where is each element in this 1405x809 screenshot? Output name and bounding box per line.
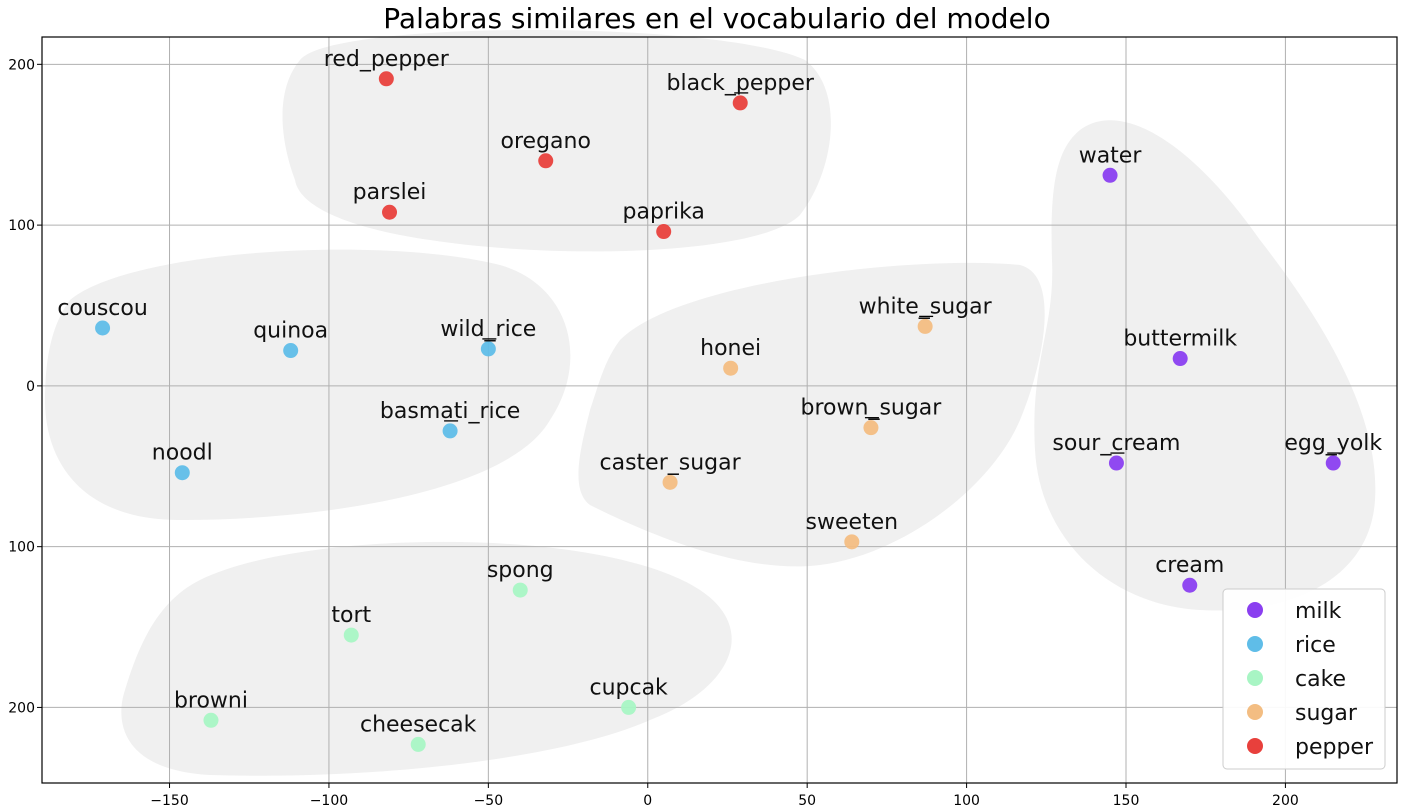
point-label: oregano [501,129,591,154]
point-label: white_sugar [859,294,993,319]
point-label: noodl [152,441,213,466]
point-label: browni [174,688,248,713]
point-cake-tort [343,627,359,643]
point-label: black_pepper [667,71,815,96]
point-label: egg_yolk [1284,431,1382,456]
plot-frame [41,36,1398,784]
legend-box [1222,588,1386,770]
legend: milk rice cake sugar pepper [1222,588,1386,770]
x-tick-label: 200 [1272,793,1299,809]
point-milk-buttermilk [1172,351,1188,367]
point-label: spong [487,558,554,583]
x-tick-label: 50 [798,793,816,809]
cluster-backgrounds [45,30,1376,776]
point-rice-wild-rice [480,341,496,357]
point-milk-sour-cream [1108,455,1124,471]
point-rice-quinoa [283,343,299,359]
legend-marker-milk [1247,602,1263,618]
x-tick-label: 0 [643,793,652,809]
point-label: parslei [353,180,427,205]
point-sugar-brown-sugar [863,420,879,436]
point-label: cheesecak [360,712,477,737]
point-label: water [1079,143,1143,168]
milk-cluster-region [1034,120,1376,611]
pepper-cluster-region [282,30,831,252]
point-sugar-caster-sugar [662,474,678,490]
point-label: sour_cream [1052,431,1180,456]
point-pepper-red-pepper [378,71,394,87]
rice-cluster-region [45,249,571,520]
axis-tick-labels: −150 −100 −50 0 50 100 150 200 200 100 0 100 200 [8,57,1299,809]
point-sugar-honei [723,360,739,376]
legend-label-pepper: pepper [1295,735,1374,760]
legend-marker-pepper [1247,738,1263,754]
point-milk-water [1102,167,1118,183]
point-milk-cream [1182,577,1198,593]
point-pepper-parslei [382,204,398,220]
point-rice-noodl [174,465,190,481]
x-tick-label: −50 [474,793,504,809]
x-tick-label: −150 [150,793,188,809]
sugar-cluster-region [578,262,1045,567]
y-tick-label: 0 [26,379,35,395]
point-label: basmati_rice [380,399,520,424]
point-sugar-sweeten [844,534,860,550]
point-label: cupcak [589,675,668,700]
x-tick-label: −100 [310,793,348,809]
point-label: sweeten [805,510,898,535]
label-leaders [444,92,1342,454]
point-rice-basmati-rice [442,423,458,439]
point-sugar-white-sugar [917,318,933,334]
legend-label-milk: milk [1295,599,1342,624]
point-label: wild_rice [440,317,536,342]
x-tick-label: 150 [1113,793,1140,809]
chart-title: Palabras similares en el vocabulario del… [383,2,1050,35]
point-cake-spong [512,582,528,598]
y-tick-label: 200 [8,57,35,73]
legend-label-cake: cake [1295,667,1346,692]
cake-cluster-region [121,541,732,776]
data-points [95,71,1341,752]
y-tick-label: 200 [8,700,35,716]
point-cake-cupcak [621,699,637,715]
point-cake-browni [203,712,219,728]
legend-label-sugar: sugar [1295,701,1358,726]
point-pepper-oregano [538,153,554,169]
point-pepper-black-pepper [732,95,748,111]
y-tick-label: 100 [8,218,35,234]
point-label: cream [1155,553,1224,578]
point-label: honei [700,336,761,361]
point-pepper-paprika [656,224,672,240]
point-label: buttermilk [1123,327,1237,352]
point-label: quinoa [253,319,328,344]
y-tick-label: 100 [8,540,35,556]
point-label: red_pepper [324,47,450,72]
legend-label-rice: rice [1295,633,1336,658]
x-tick-label: 100 [953,793,980,809]
point-label: paprika [623,200,705,225]
legend-marker-rice [1247,636,1263,652]
legend-marker-sugar [1247,704,1263,720]
point-rice-couscou [95,320,111,336]
point-cake-cheesecak [410,736,426,752]
point-label: brown_sugar [801,396,943,421]
point-label: tort [331,603,371,628]
point-label: couscou [57,296,147,321]
point-milk-egg-yolk [1325,455,1341,471]
legend-marker-cake [1247,670,1263,686]
point-label: caster_sugar [600,450,742,475]
